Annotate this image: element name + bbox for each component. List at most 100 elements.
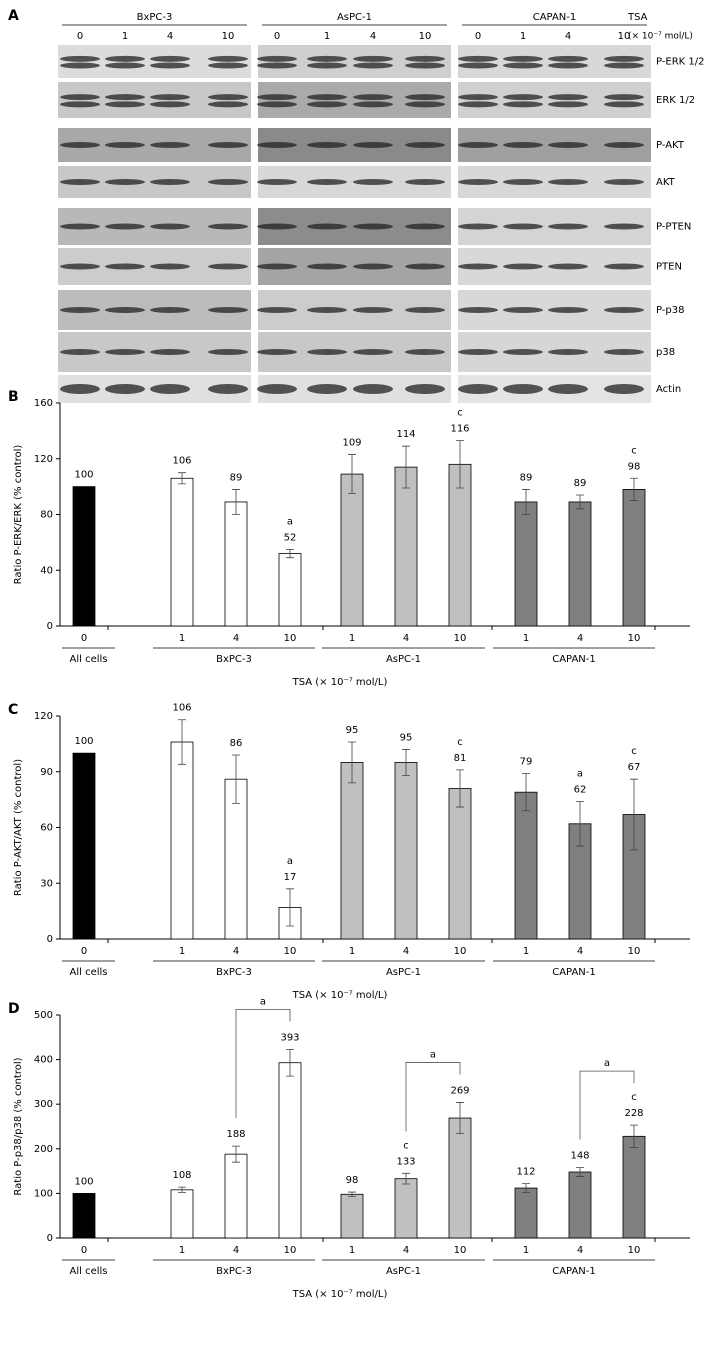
band [405, 94, 445, 101]
x-tick-label: 4 [577, 633, 583, 644]
band [208, 307, 248, 313]
band [150, 179, 190, 185]
y-tick-label: 40 [40, 565, 53, 576]
value-label: 228 [624, 1108, 643, 1119]
band [405, 142, 445, 148]
x-tick-label: 10 [284, 1245, 297, 1256]
group-label: BxPC-3 [216, 654, 252, 665]
dose-label: 10 [618, 31, 631, 42]
band [257, 55, 297, 62]
group-label: AsPC-1 [386, 967, 421, 978]
cell-line-label: CAPAN-1 [533, 12, 577, 23]
bar [514, 791, 538, 940]
x-tick-label: 10 [628, 946, 641, 957]
band [307, 307, 347, 313]
y-tick-label: 80 [40, 510, 53, 521]
band [105, 307, 145, 313]
band [405, 62, 445, 69]
band [150, 101, 190, 108]
band [150, 55, 190, 62]
band [307, 142, 347, 148]
value-label: 52 [284, 532, 297, 543]
band [60, 223, 100, 230]
band [257, 384, 297, 394]
x-tick-label: 10 [454, 1245, 467, 1256]
band [105, 94, 145, 101]
value-label: 100 [74, 1176, 93, 1187]
band [353, 179, 393, 185]
band [548, 55, 588, 62]
value-label: 98 [628, 461, 641, 472]
significance-label: c [631, 445, 637, 456]
value-label: 112 [516, 1167, 535, 1178]
bar [514, 1187, 538, 1239]
band [353, 349, 393, 355]
band [405, 263, 445, 270]
band [458, 55, 498, 62]
band [60, 307, 100, 313]
group-label: All cells [70, 1266, 108, 1277]
band [60, 263, 100, 270]
bar [448, 1117, 472, 1239]
x-tick-label: 0 [81, 633, 87, 644]
bar [278, 553, 302, 627]
y-tick-label: 400 [34, 1055, 53, 1066]
bar [340, 762, 364, 940]
y-tick-label: 200 [34, 1144, 53, 1155]
band [208, 62, 248, 69]
band [60, 179, 100, 185]
x-tick-label: 4 [233, 946, 239, 957]
band [307, 263, 347, 270]
bar [72, 1193, 96, 1239]
band [353, 223, 393, 230]
bracket-label: a [260, 996, 266, 1007]
x-axis-label: TSA (× 10⁻⁷ mol/L) [292, 677, 388, 688]
value-label: 106 [172, 703, 191, 714]
band [405, 179, 445, 185]
band [503, 55, 543, 62]
band [353, 101, 393, 108]
group-label: AsPC-1 [386, 1266, 421, 1277]
value-label: 100 [74, 736, 93, 747]
significance-label: a [577, 768, 583, 779]
dose-label: 0 [77, 31, 83, 42]
error-bar [178, 1186, 186, 1193]
x-tick-label: 10 [284, 946, 297, 957]
value-label: 95 [346, 725, 359, 736]
error-bar [456, 440, 464, 489]
x-tick-label: 0 [81, 946, 87, 957]
band [208, 55, 248, 62]
protein-label: PTEN [656, 262, 682, 273]
bar [278, 1062, 302, 1239]
significance-label: c [457, 737, 463, 748]
x-tick-label: 10 [628, 633, 641, 644]
panel-label: B [8, 389, 19, 405]
dose-label: 0 [274, 31, 280, 42]
value-label: 114 [396, 429, 415, 440]
dose-label: 0 [475, 31, 481, 42]
error-bar [402, 445, 410, 489]
x-tick-label: 1 [523, 1245, 529, 1256]
band [208, 384, 248, 394]
y-tick-label: 500 [34, 1010, 53, 1021]
band [307, 384, 347, 394]
error-bar [232, 754, 240, 804]
x-tick-label: 1 [349, 633, 355, 644]
x-tick-label: 4 [403, 946, 409, 957]
band [60, 384, 100, 394]
band [458, 307, 498, 313]
value-label: 89 [520, 472, 533, 483]
band [208, 142, 248, 148]
band [405, 101, 445, 108]
x-tick-label: 10 [284, 633, 297, 644]
band [604, 179, 644, 185]
group-label: BxPC-3 [216, 1266, 252, 1277]
y-tick-label: 300 [34, 1099, 53, 1110]
value-label: 133 [396, 1156, 415, 1167]
x-tick-label: 4 [233, 633, 239, 644]
protein-label: P-ERK 1/2 [656, 57, 705, 68]
y-tick-label: 120 [34, 454, 53, 465]
error-bar [178, 719, 186, 765]
band [548, 384, 588, 394]
